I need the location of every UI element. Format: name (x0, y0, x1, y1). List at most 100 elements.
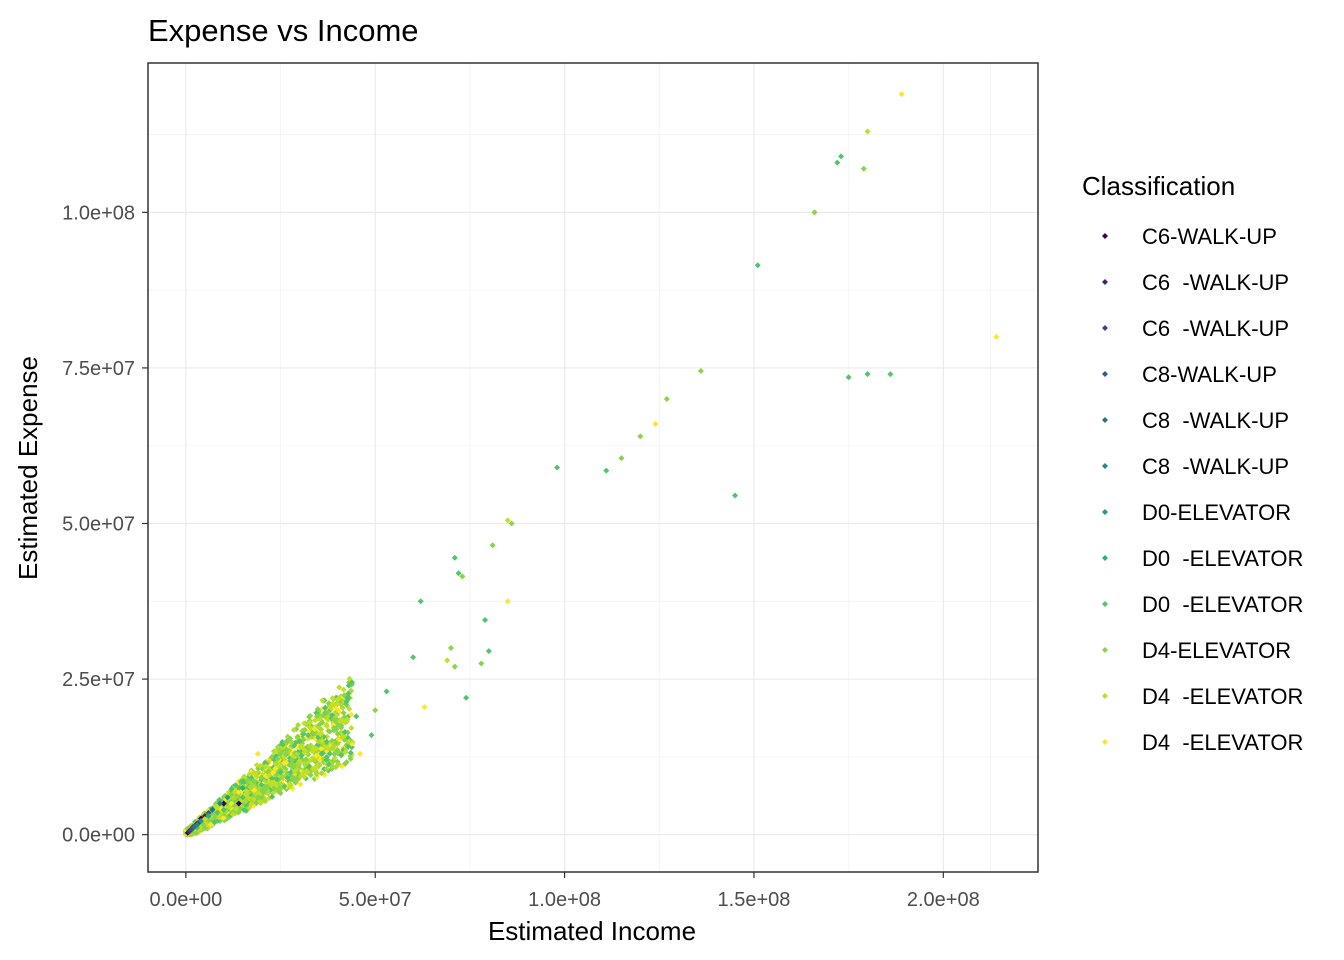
data-point (323, 738, 330, 745)
data-point (281, 760, 288, 767)
data-point (732, 492, 739, 499)
data-point (346, 705, 353, 712)
data-point (860, 165, 867, 172)
data-point (319, 719, 326, 726)
data-point (287, 761, 294, 768)
data-point (255, 794, 262, 801)
data-point (338, 752, 345, 759)
legend-label: C6 -WALK-UP (1142, 270, 1289, 295)
data-point (288, 756, 295, 763)
data-point (235, 800, 242, 807)
legend-label: D4 -ELEVATOR (1142, 684, 1303, 709)
data-point (263, 784, 270, 791)
data-point (262, 763, 269, 770)
data-point (864, 128, 871, 135)
data-point (194, 821, 201, 828)
data-point (307, 742, 314, 749)
data-point (332, 764, 339, 771)
data-point (228, 785, 235, 792)
data-point (334, 747, 341, 754)
data-point (342, 749, 349, 756)
x-tick-label: 5.0e+07 (339, 889, 412, 911)
data-point (347, 749, 354, 756)
y-axis-ticks: 0.0e+00 2.5e+07 5.0e+07 7.5e+07 1.0e+08 (62, 202, 148, 847)
data-point (504, 598, 511, 605)
data-point (318, 750, 325, 757)
data-point (341, 718, 348, 725)
legend-key (1102, 325, 1108, 331)
data-point (251, 778, 258, 785)
data-point (652, 420, 659, 427)
data-point (485, 648, 492, 655)
data-point (811, 209, 818, 216)
data-point (326, 750, 333, 757)
data-point (236, 784, 243, 791)
data-point (232, 782, 239, 789)
data-point (269, 793, 276, 800)
data-point (323, 709, 330, 716)
data-point (279, 741, 286, 748)
data-point (343, 699, 350, 706)
data-point (248, 800, 255, 807)
data-point (274, 743, 281, 750)
data-point (417, 598, 424, 605)
data-point (324, 744, 331, 751)
data-point (353, 713, 360, 720)
data-point (504, 517, 511, 524)
legend-key (1102, 417, 1108, 423)
data-point (303, 767, 310, 774)
data-point (246, 771, 253, 778)
data-point (489, 542, 496, 549)
data-point (447, 644, 454, 651)
data-point (317, 731, 324, 738)
legend-label: D0-ELEVATOR (1142, 500, 1291, 525)
data-point (334, 700, 341, 707)
legend-key (1102, 371, 1108, 377)
data-point (345, 694, 352, 701)
data-point (332, 712, 339, 719)
data-point (290, 726, 297, 733)
x-axis-ticks: 0.0e+00 5.0e+07 1.0e+08 1.5e+08 2.0e+08 (149, 872, 980, 911)
data-point (265, 768, 272, 775)
data-point (302, 747, 309, 754)
data-point (272, 765, 279, 772)
data-point (618, 455, 625, 462)
data-point (288, 739, 295, 746)
data-point (239, 784, 246, 791)
data-point (410, 654, 417, 661)
data-point (306, 713, 313, 720)
data-point (864, 371, 871, 378)
data-point (451, 663, 458, 670)
data-point (319, 697, 326, 704)
data-point (235, 789, 242, 796)
legend-key (1102, 693, 1108, 699)
data-point (284, 774, 291, 781)
data-point (357, 750, 364, 757)
data-point (277, 751, 284, 758)
data-point (250, 796, 257, 803)
data-point (296, 761, 303, 768)
data-point (478, 660, 485, 667)
data-point (329, 701, 336, 708)
data-point (345, 682, 352, 689)
data-point (887, 371, 894, 378)
x-tick-label: 2.0e+08 (907, 889, 980, 911)
data-point (459, 573, 466, 580)
data-point (342, 760, 349, 767)
data-point (554, 464, 561, 471)
data-point (335, 695, 342, 702)
data-point (233, 805, 240, 812)
data-point (333, 739, 340, 746)
data-point (838, 153, 845, 160)
data-point (205, 812, 212, 819)
data-point (220, 814, 227, 821)
data-point (306, 724, 313, 731)
data-point (323, 756, 330, 763)
data-point (463, 694, 470, 701)
data-point (267, 780, 274, 787)
data-point (226, 804, 233, 811)
data-point (220, 806, 227, 813)
data-point (368, 732, 375, 739)
x-tick-label: 1.5e+08 (718, 889, 791, 911)
data-point (228, 791, 235, 798)
